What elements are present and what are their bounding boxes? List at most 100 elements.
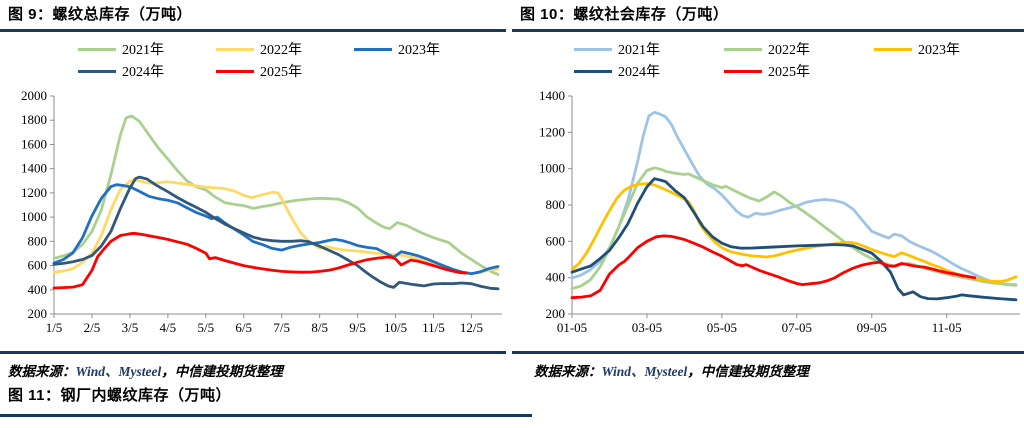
series-line-2025年	[570, 234, 977, 300]
figure10-title-rule	[512, 29, 1024, 32]
x-tick-label: 09-05	[857, 320, 887, 335]
legend-label: 2025年	[768, 65, 810, 80]
legend-item: 2021年	[574, 39, 724, 59]
legend-label: 2023年	[918, 43, 960, 58]
y-tick-label: 400	[546, 270, 566, 285]
x-tick-label: 7/5	[273, 320, 290, 335]
legend-line-swatch	[724, 47, 762, 51]
y-tick-label: 600	[546, 233, 566, 248]
figure9-title-rule	[0, 29, 506, 32]
figure9-chart: 200 400 600 800 1000 1200 1400 1600 1800 2000 1/5 2…	[21, 88, 502, 335]
legend-line-swatch	[874, 47, 912, 51]
legend-label: 2021年	[122, 43, 164, 58]
legend-label: 2022年	[768, 43, 810, 58]
data-source-text: 数据来源：Wind、Mysteel，中信建投期货整理	[8, 360, 283, 380]
x-tick-label: 03-05	[632, 320, 662, 335]
data-source-text: 数据来源：Wind、Mysteel，中信建投期货整理	[534, 360, 809, 380]
series-line-2021年	[52, 114, 500, 276]
legend-line-swatch	[574, 47, 612, 51]
x-tick-label: 8/5	[311, 320, 328, 335]
legend-line-swatch	[216, 69, 254, 73]
figure10-legend: 2021年 2022年 2023年 2024年 2025年	[574, 38, 1024, 82]
y-tick-label: 800	[546, 197, 566, 212]
legend-label: 2022年	[260, 43, 302, 58]
y-tick-label: 1800	[21, 112, 47, 127]
legend-item: 2025年	[724, 61, 874, 81]
figure10-panel: 图 10：螺纹社会库存（万吨） 2021年 2022年 2023年 2024年 2025…	[512, 0, 1024, 428]
x-tick-label: 1/5	[46, 320, 63, 335]
x-tick-label: 2/5	[84, 320, 101, 335]
legend-label: 2023年	[398, 43, 440, 58]
figure10-footer-rule	[512, 351, 1024, 354]
legend-label: 2021年	[618, 43, 660, 58]
figure9-title: 图 9：螺纹总库存（万吨）	[8, 6, 193, 23]
legend-line-swatch	[216, 47, 254, 51]
y-tick-label: 1000	[21, 209, 47, 224]
legend-line-swatch	[78, 47, 116, 51]
legend-label: 2025年	[260, 65, 302, 80]
x-tick-label: 07-05	[782, 320, 812, 335]
legend-line-swatch	[78, 69, 116, 73]
x-tick-label: 9/5	[349, 320, 366, 335]
x-tick-label: 01-05	[557, 320, 587, 335]
legend-label: 2024年	[618, 65, 660, 80]
y-tick-label: 200	[28, 306, 48, 321]
figure10-chart: 200 400 600 800 1000 1200 1400 01-05 03-05 05-05 0…	[539, 88, 1020, 335]
x-tick-label: 05-05	[707, 320, 737, 335]
legend-item: 2023年	[354, 39, 492, 59]
legend-line-swatch	[574, 69, 612, 73]
x-tick-label: 5/5	[197, 320, 214, 335]
legend-line-swatch	[724, 69, 762, 73]
x-tick-label: 11/5	[422, 320, 445, 335]
data-source-suffix: ，中信建投期货整理	[161, 364, 283, 379]
legend-row: 2024年 2025年	[574, 60, 1024, 82]
legend-item: 2023年	[874, 39, 1024, 59]
legend-row: 2021年 2022年 2023年	[78, 38, 492, 60]
figure11-title-rule	[0, 414, 532, 417]
data-source-prefix: 数据来源：	[534, 364, 602, 379]
legend-item: 2024年	[574, 61, 724, 81]
legend-item: 2024年	[78, 61, 216, 81]
series-line-2022年	[52, 178, 500, 275]
x-tick-label: 11-05	[932, 320, 962, 335]
figure11-title: 图 11：钢厂内螺纹库存（万吨）	[8, 387, 232, 404]
data-source-prefix: 数据来源：	[8, 364, 76, 379]
data-source-suffix: ，中信建投期货整理	[687, 364, 809, 379]
x-tick-label: 3/5	[122, 320, 139, 335]
legend-label: 2024年	[122, 65, 164, 80]
y-tick-label: 1400	[539, 88, 565, 103]
figure9-footer-rule	[0, 351, 506, 354]
figure10-title: 图 10：螺纹社会库存（万吨）	[520, 6, 729, 23]
legend-row: 2021年 2022年 2023年	[574, 38, 1024, 60]
x-tick-label: 10/5	[384, 320, 407, 335]
y-tick-label: 1200	[21, 185, 47, 200]
y-tick-label: 600	[28, 258, 48, 273]
x-tick-label: 6/5	[235, 320, 252, 335]
series-line-2025年	[52, 231, 468, 290]
series-line-2023年	[570, 182, 1018, 284]
x-tick-label: 4/5	[160, 320, 177, 335]
data-source-providers: Wind、Mysteel	[75, 364, 162, 379]
y-tick-label: 1400	[21, 161, 47, 176]
legend-item: 2022年	[216, 39, 354, 59]
y-tick-label: 200	[546, 306, 566, 321]
legend-line-swatch	[354, 47, 392, 51]
y-tick-label: 400	[28, 282, 48, 297]
legend-item: 2025年	[216, 61, 354, 81]
y-tick-label: 1000	[539, 161, 565, 176]
series-line-2024年	[570, 177, 1018, 302]
legend-row: 2024年 2025年	[78, 60, 492, 82]
series-line-2023年	[52, 183, 500, 276]
series-line-2021年	[570, 110, 1018, 287]
y-tick-label: 800	[28, 233, 48, 248]
figure9-panel: 图 9：螺纹总库存（万吨） 2021年 2022年 2023年 2024年 2025年 …	[0, 0, 506, 428]
legend-item: 2022年	[724, 39, 874, 59]
legend-item: 2021年	[78, 39, 216, 59]
y-tick-label: 1600	[21, 136, 47, 151]
figure9-legend: 2021年 2022年 2023年 2024年 2025年	[78, 38, 492, 82]
y-tick-label: 1200	[539, 124, 565, 139]
data-source-providers: Wind、Mysteel	[601, 364, 688, 379]
y-tick-label: 2000	[21, 88, 47, 103]
x-tick-label: 12/5	[460, 320, 483, 335]
series-line-2024年	[52, 175, 500, 291]
